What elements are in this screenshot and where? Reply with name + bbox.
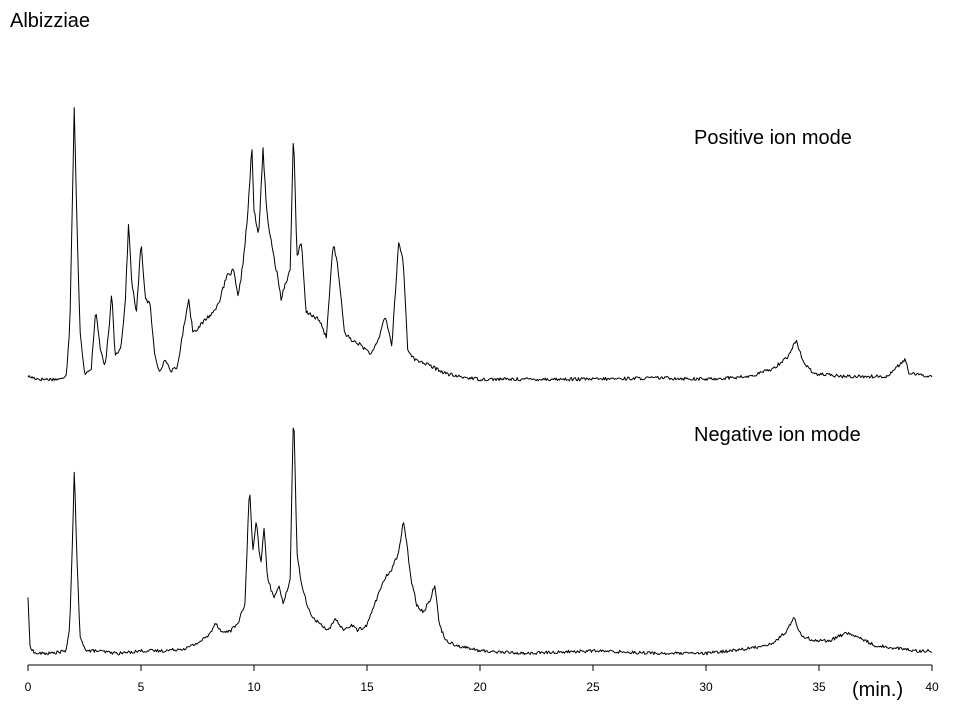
negative-series-label: Negative ion mode bbox=[694, 424, 861, 446]
x-axis-unit-label: (min.) bbox=[852, 679, 903, 701]
x-tick-label: 30 bbox=[699, 680, 713, 694]
x-tick-label: 0 bbox=[25, 680, 32, 694]
positive-series-label: Positive ion mode bbox=[694, 127, 852, 149]
x-tick-label: 35 bbox=[812, 680, 826, 694]
x-tick-label: 10 bbox=[247, 680, 261, 694]
x-tick-label: 25 bbox=[586, 680, 600, 694]
x-axis-ticks: 0 5 10 15 20 25 30 35 40 bbox=[25, 665, 939, 694]
chart-title: Albizziae bbox=[10, 10, 90, 32]
positive-ion-trace bbox=[27, 107, 933, 382]
negative-ion-trace bbox=[27, 427, 933, 656]
x-tick-label: 5 bbox=[138, 680, 145, 694]
x-tick-label: 15 bbox=[360, 680, 374, 694]
x-tick-label: 40 bbox=[925, 680, 939, 694]
x-tick-label: 20 bbox=[473, 680, 487, 694]
